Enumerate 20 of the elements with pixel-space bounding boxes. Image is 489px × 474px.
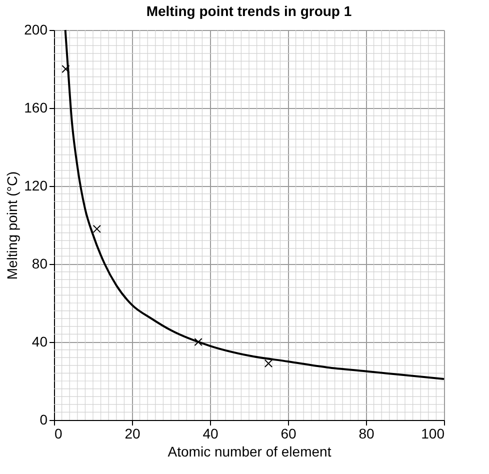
y-axis-title: Melting point (°C) bbox=[4, 171, 20, 280]
line-series bbox=[64, 29, 445, 380]
x-tick-label: 40 bbox=[202, 426, 218, 442]
y-tick-label: 160 bbox=[24, 100, 48, 116]
y-tick-label: 40 bbox=[32, 334, 48, 350]
point bbox=[62, 64, 70, 74]
y-tick-label: 80 bbox=[32, 256, 48, 272]
point bbox=[194, 338, 202, 346]
point bbox=[92, 224, 101, 233]
y-tick-label: 0 bbox=[40, 412, 48, 428]
y-tick-label: 200 bbox=[24, 22, 48, 38]
point bbox=[264, 359, 273, 368]
x-tick-label: 80 bbox=[358, 426, 374, 442]
x-axis-title: Atomic number of element bbox=[168, 444, 332, 460]
y-tick-label: 120 bbox=[24, 178, 48, 194]
x-tick-label: 60 bbox=[280, 426, 296, 442]
x-tick-label: 0 bbox=[54, 426, 62, 442]
x-tick-label: 100 bbox=[421, 426, 445, 442]
x-tick-label: 20 bbox=[124, 426, 140, 442]
chart-title: Melting point trends in group 1 bbox=[146, 3, 352, 19]
